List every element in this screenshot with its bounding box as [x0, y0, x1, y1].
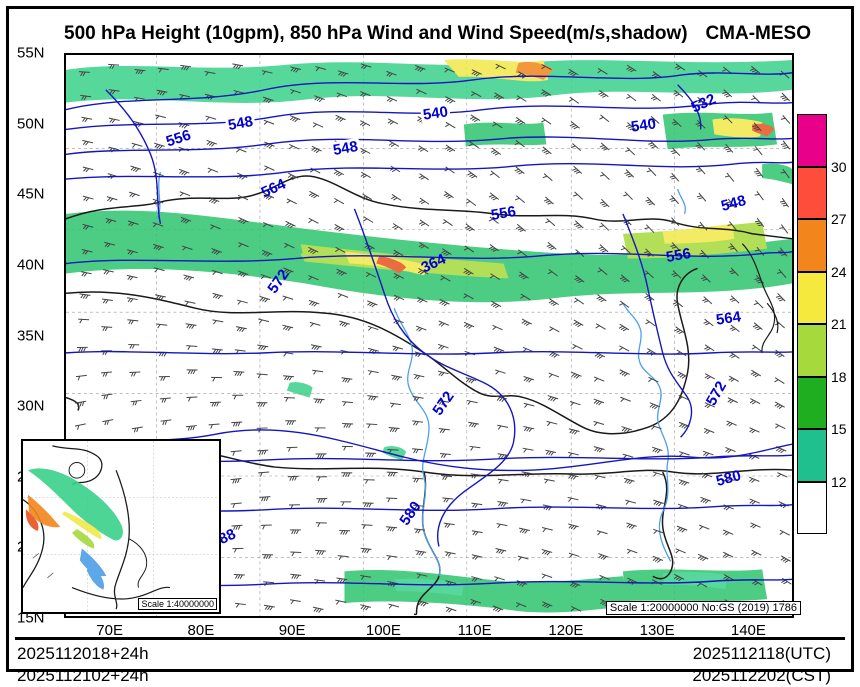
colorbar-segment-30-33 — [797, 114, 827, 167]
colorbar-segment-27-30 — [797, 167, 827, 220]
colorbar-tick-24: 24 — [831, 264, 847, 280]
colorbar-segment-24-27 — [797, 219, 827, 272]
chart-title: 500 hPa Height (10gpm), 850 hPa Wind and… — [64, 23, 688, 45]
y-axis-label-30N: 30N — [17, 398, 45, 415]
bottom-left-dates: 2025112018+24h 2025112102+24h — [17, 643, 149, 687]
colorbar-tick-12: 12 — [831, 474, 847, 490]
inset-map[interactable]: Scale 1:40000000 — [21, 439, 221, 614]
colorbar-segment-21-24 — [797, 272, 827, 325]
height-contour-label-540-3: 540 — [630, 115, 657, 135]
y-axis-label-40N: 40N — [17, 256, 45, 273]
colorbar-tick-21: 21 — [831, 316, 847, 332]
colorbar-segment-18-21 — [797, 324, 827, 377]
y-axis-label-35N: 35N — [17, 327, 45, 344]
y-axis-label-55N: 55N — [17, 45, 45, 62]
colorbar-tick-18: 18 — [831, 369, 847, 385]
colorbar-segment-12-15 — [797, 429, 827, 482]
height-contour-label-564-11: 564 — [715, 308, 742, 328]
colorbar-tick-15: 15 — [831, 421, 847, 437]
colorbar-tick-27: 27 — [831, 211, 847, 227]
colorbar-segment-9-12 — [797, 482, 827, 535]
model-label: CMA-MESO — [705, 23, 811, 45]
bottom-divider — [15, 637, 845, 640]
inset-scale-label: Scale 1:40000000 — [138, 598, 217, 610]
y-axis-label-50N: 50N — [17, 115, 45, 132]
chart-frame: 500 hPa Height (10gpm), 850 hPa Wind and… — [6, 6, 854, 672]
bottom-right-dates: 2025112118(UTC) 2025112202(CST) — [692, 643, 831, 687]
main-scale-label: Scale 1:20000000 No:GS (2019) 1786 — [606, 601, 801, 615]
colorbar-segment-15-18 — [797, 377, 827, 430]
y-axis-label-45N: 45N — [17, 186, 45, 203]
colorbar-tick-30: 30 — [831, 159, 847, 175]
